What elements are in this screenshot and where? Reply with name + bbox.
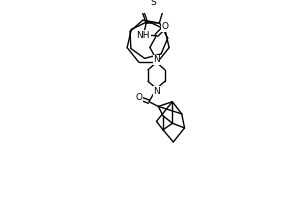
- Text: S: S: [150, 0, 156, 7]
- Text: N: N: [153, 87, 160, 96]
- Text: N: N: [153, 55, 160, 64]
- Text: O: O: [161, 22, 168, 31]
- Text: NH: NH: [136, 31, 150, 40]
- Text: O: O: [135, 93, 142, 102]
